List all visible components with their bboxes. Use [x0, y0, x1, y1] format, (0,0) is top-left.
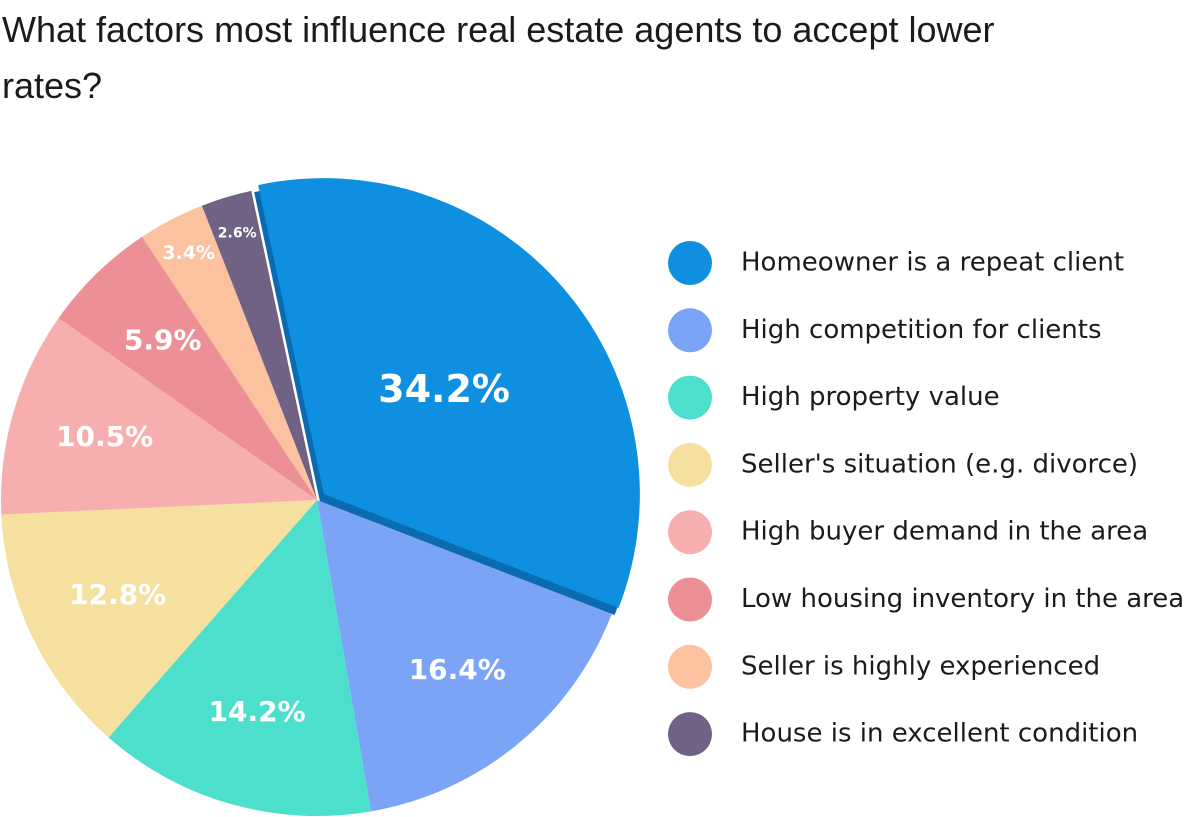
- data-label: 10.5%: [56, 420, 153, 453]
- legend-label: Homeowner is a repeat client: [741, 248, 1124, 278]
- pie-slice: [108, 500, 372, 817]
- data-label: 34.2%: [378, 367, 510, 411]
- pie-slice: [0, 318, 317, 515]
- legend-swatch: [668, 241, 712, 285]
- chart-title: What factors most influence real estate …: [2, 9, 995, 106]
- legend-swatch: [668, 308, 712, 353]
- legend-swatch: [668, 442, 712, 487]
- data-label: 3.4%: [162, 242, 215, 264]
- pie-slice: [258, 178, 640, 609]
- pie-slice: [201, 190, 317, 500]
- legend-label: High competition for clients: [741, 315, 1102, 345]
- legend-label: Low housing inventory in the area: [741, 584, 1184, 614]
- legend-swatch: [668, 510, 712, 555]
- pie-slice: [1, 500, 317, 738]
- legend-label: House is in excellent condition: [741, 719, 1138, 749]
- legend-label: High buyer demand in the area: [741, 517, 1148, 547]
- pie-slice: [142, 205, 317, 500]
- data-label: 2.6%: [218, 226, 257, 242]
- data-label: 14.2%: [208, 695, 305, 728]
- legend-swatch: [668, 577, 712, 622]
- data-label: 12.8%: [69, 578, 166, 611]
- legend-label: Seller is highly experienced: [741, 651, 1100, 681]
- data-label: 5.9%: [124, 323, 202, 356]
- data-label: 16.4%: [409, 653, 506, 686]
- legend-label: High property value: [741, 382, 1000, 412]
- legend-swatch: [668, 375, 712, 420]
- legend-swatch: [668, 644, 712, 689]
- pie-slice: [58, 236, 317, 501]
- pie-slice: [317, 500, 612, 812]
- legend-swatch: [668, 712, 712, 757]
- legend-label: Seller's situation (e.g. divorce): [741, 449, 1138, 479]
